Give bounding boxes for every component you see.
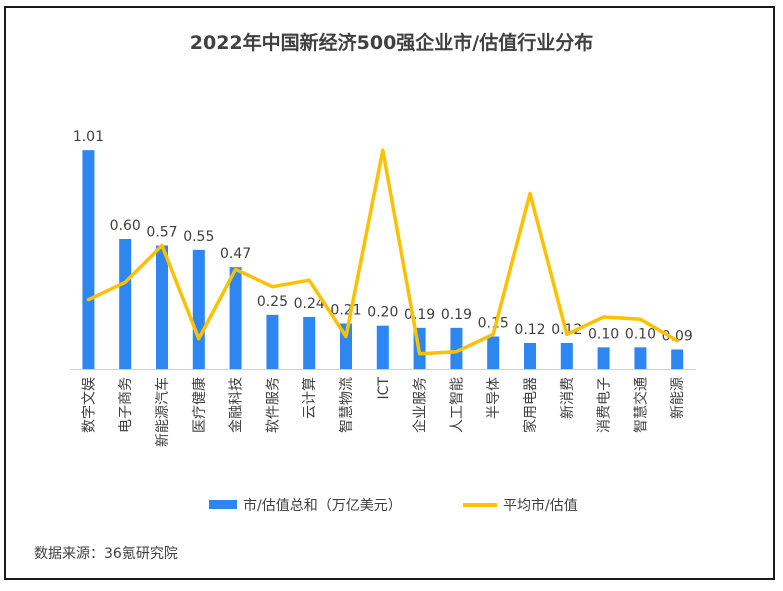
bar-value-label: 0.19: [441, 307, 472, 323]
bar: [229, 267, 242, 369]
legend-line-label: 平均市/估值: [503, 497, 578, 514]
bar-value-label: 0.19: [404, 307, 435, 323]
data-source: 数据来源：36氪研究院: [34, 546, 178, 562]
line-series-average: [86, 148, 679, 356]
x-tick-label: 云计算: [302, 377, 318, 419]
bar: [266, 314, 279, 369]
bar: [376, 325, 389, 369]
x-tick-label: 数字文娱: [81, 377, 97, 433]
bar: [487, 336, 500, 369]
bar: [671, 349, 684, 369]
bar: [82, 150, 95, 369]
bar-value-label: 1.01: [73, 129, 104, 145]
x-tick-label: 企业服务: [412, 377, 429, 433]
chart-title: 2022年中国新经济500强企业市/估值行业分布: [189, 32, 594, 54]
x-tick-label: 医疗健康: [191, 377, 208, 433]
bar-value-label: 0.57: [146, 225, 177, 241]
bar-value-label: 0.09: [662, 329, 693, 345]
bar: [597, 347, 610, 369]
bar-value-label: 0.15: [478, 316, 509, 332]
bar: [303, 317, 316, 369]
bar-value-label: 0.55: [183, 229, 214, 245]
bar: [192, 249, 205, 369]
x-tick-label: 金融科技: [229, 377, 245, 433]
bar-value-label: 0.24: [294, 296, 325, 312]
bar: [634, 347, 647, 369]
x-tick-label: 新消费: [560, 377, 576, 419]
x-tick-label: 新能源: [670, 377, 686, 419]
x-tick-label: 电子商务: [118, 377, 134, 433]
bar: [450, 327, 463, 369]
x-tick-label: 人工智能: [449, 377, 465, 433]
bar-value-label: 0.60: [110, 218, 141, 234]
x-tick-label: 家用电器: [522, 377, 539, 433]
bar-value-label: 0.12: [514, 322, 545, 338]
x-tick-label: 智慧交通: [632, 377, 649, 433]
x-tick-label: ICT: [376, 377, 392, 400]
x-tick-label: 半导体: [486, 377, 502, 419]
legend-bar-label: 市/估值总和（万亿美元）: [243, 497, 402, 514]
legend-bar-swatch: [209, 500, 237, 509]
bar: [119, 239, 132, 369]
bar: [156, 245, 168, 369]
x-tick-label: 新能源汽车: [154, 377, 171, 447]
bar-value-label: 0.10: [625, 326, 656, 342]
chart-frame: [4, 6, 775, 580]
x-tick-label: 智慧物流: [339, 377, 355, 433]
bar-value-label: 0.21: [330, 303, 361, 319]
bar-value-label: 0.47: [220, 246, 251, 262]
bar-value-label: 0.20: [367, 305, 398, 321]
bar: [524, 343, 536, 369]
bar-value-label: 0.10: [588, 326, 619, 342]
x-tick-label: 消费电子: [597, 377, 613, 433]
x-tick-label: 软件服务: [265, 377, 281, 433]
bar: [560, 343, 573, 369]
bar-value-label: 0.25: [257, 294, 288, 310]
